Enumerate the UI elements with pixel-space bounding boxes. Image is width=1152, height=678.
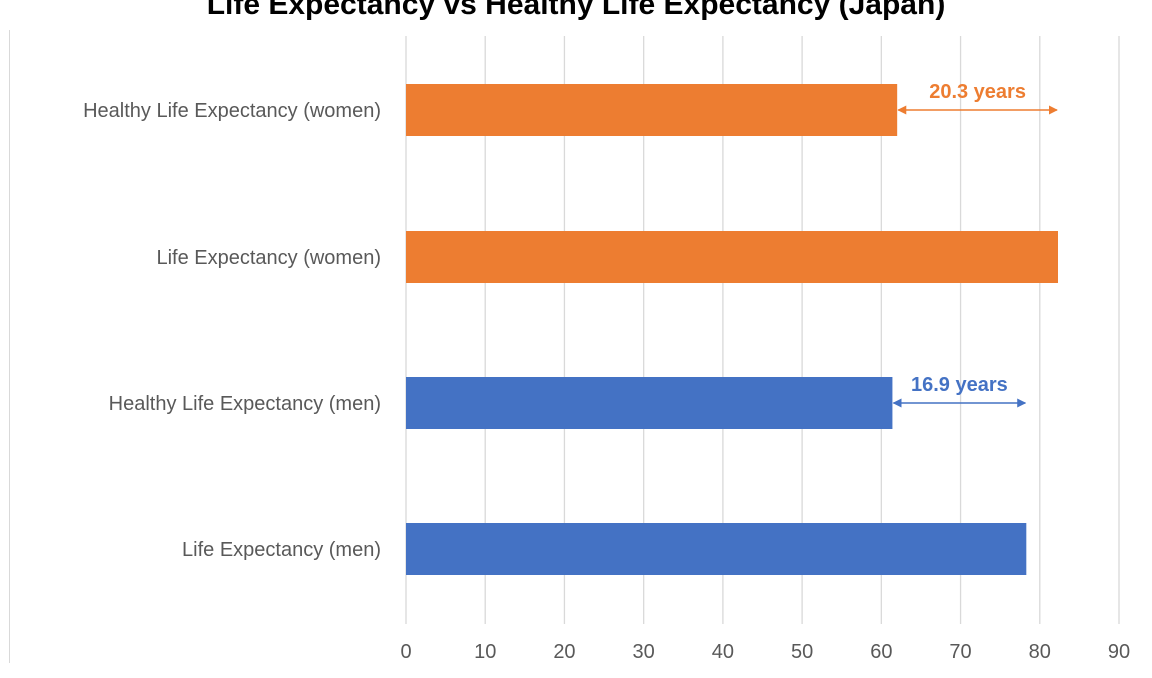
- category-label: Life Expectancy (men): [182, 539, 381, 561]
- x-tick-label: 20: [553, 641, 575, 663]
- bar: [406, 377, 893, 429]
- x-tick-label: 50: [791, 641, 813, 663]
- x-tick-label: 70: [949, 641, 971, 663]
- x-axis-tick-labels: 0 10 20 30 40 50 60 70 80 90: [400, 641, 1130, 663]
- chart-title: Life Expectancy vs Healthy Life Expectan…: [207, 0, 946, 21]
- bar: [406, 84, 898, 136]
- category-label: Life Expectancy (women): [156, 247, 381, 269]
- gap-annotation-label: 16.9 years: [911, 374, 1008, 396]
- gap-annotation-label: 20.3 years: [929, 81, 1026, 103]
- category-label: Healthy Life Expectancy (women): [83, 100, 381, 122]
- category-label: Healthy Life Expectancy (men): [109, 393, 381, 415]
- category-labels: Healthy Life Expectancy (women) Life Expe…: [83, 100, 381, 561]
- x-tick-label: 60: [870, 641, 892, 663]
- bar: [406, 231, 1058, 283]
- bar: [406, 523, 1027, 575]
- x-tick-label: 0: [400, 641, 411, 663]
- x-tick-label: 10: [474, 641, 496, 663]
- gap-annotations: 20.3 years 16.9 years: [892, 81, 1058, 408]
- x-tick-label: 80: [1029, 641, 1051, 663]
- x-tick-label: 30: [633, 641, 655, 663]
- x-tick-label: 90: [1108, 641, 1130, 663]
- x-tick-label: 40: [712, 641, 734, 663]
- chart-left-border: [9, 30, 10, 663]
- bars: [406, 84, 1058, 575]
